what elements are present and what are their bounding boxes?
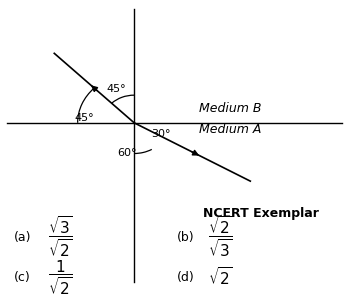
Text: 60°: 60° [117, 149, 137, 158]
Text: $\dfrac{\sqrt{3}}{\sqrt{2}}$: $\dfrac{\sqrt{3}}{\sqrt{2}}$ [48, 215, 73, 259]
Text: 45°: 45° [75, 113, 95, 123]
Text: (d): (d) [176, 271, 194, 284]
Text: $\sqrt{2}$: $\sqrt{2}$ [208, 266, 233, 288]
Text: Medium A: Medium A [199, 123, 262, 136]
Text: 30°: 30° [151, 129, 170, 138]
Text: (c): (c) [14, 271, 31, 284]
Text: NCERT Exemplar: NCERT Exemplar [203, 207, 319, 220]
Text: 45°: 45° [107, 84, 126, 94]
Text: $\dfrac{1}{\sqrt{2}}$: $\dfrac{1}{\sqrt{2}}$ [48, 258, 73, 297]
Text: Medium B: Medium B [199, 103, 262, 115]
Text: (a): (a) [14, 231, 32, 244]
Text: (b): (b) [176, 231, 194, 244]
Text: $\dfrac{\sqrt{2}}{\sqrt{3}}$: $\dfrac{\sqrt{2}}{\sqrt{3}}$ [208, 215, 233, 259]
